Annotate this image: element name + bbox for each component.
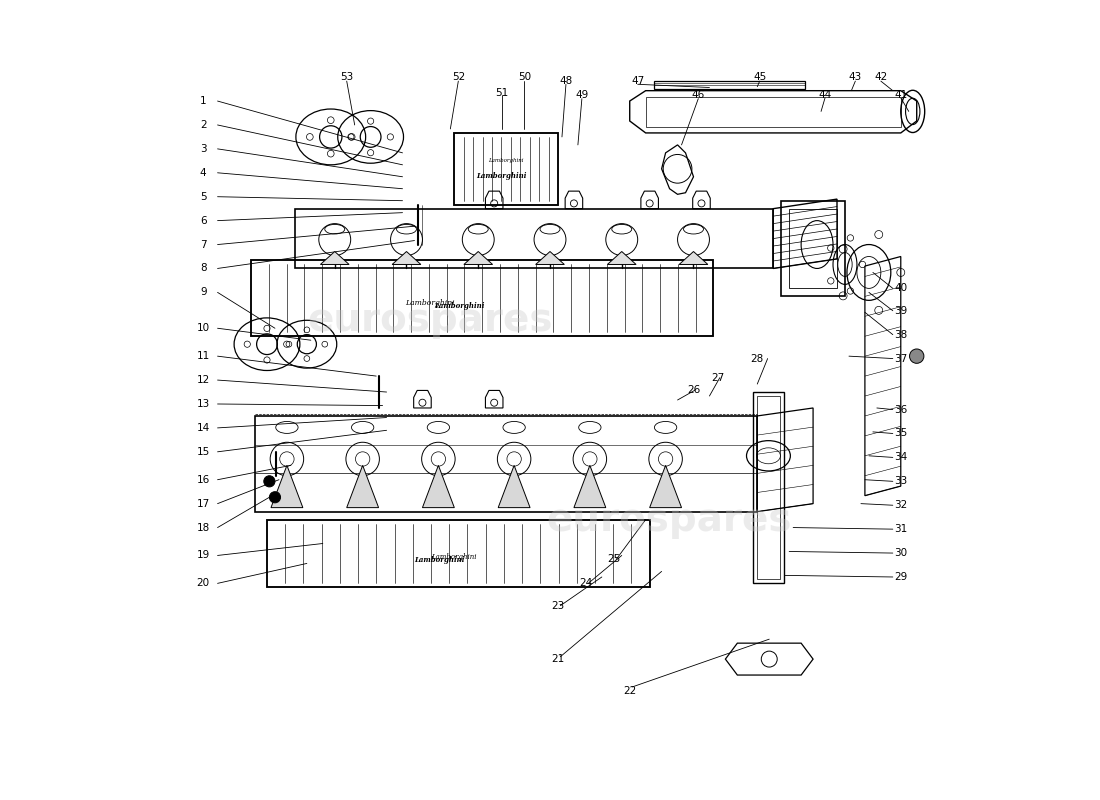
Polygon shape	[607, 251, 636, 265]
Text: Lamborghini: Lamborghini	[433, 302, 484, 310]
Text: 22: 22	[623, 686, 636, 696]
Text: 2: 2	[200, 120, 207, 130]
Polygon shape	[464, 251, 493, 265]
Text: 29: 29	[894, 572, 908, 582]
Text: 16: 16	[197, 474, 210, 485]
Text: 36: 36	[894, 405, 908, 414]
Text: 12: 12	[197, 375, 210, 385]
Circle shape	[264, 476, 275, 487]
Text: eurospares: eurospares	[308, 302, 553, 339]
Text: eurospares: eurospares	[547, 501, 792, 538]
Text: 19: 19	[197, 550, 210, 561]
Circle shape	[270, 492, 280, 503]
Text: 18: 18	[197, 522, 210, 533]
Text: Lamborghini: Lamborghini	[406, 298, 455, 306]
Text: 47: 47	[631, 76, 645, 86]
Text: 3: 3	[200, 144, 207, 154]
Polygon shape	[422, 466, 454, 508]
Polygon shape	[392, 251, 421, 265]
Text: 1: 1	[200, 96, 207, 106]
Text: 43: 43	[849, 72, 862, 82]
Text: 35: 35	[894, 429, 908, 438]
Text: 37: 37	[894, 354, 908, 363]
Bar	[789, 209, 837, 288]
Text: 48: 48	[559, 76, 573, 86]
Text: 49: 49	[575, 90, 589, 101]
Bar	[757, 396, 780, 579]
Text: 10: 10	[197, 323, 210, 334]
Text: 13: 13	[197, 399, 210, 409]
Text: 30: 30	[894, 548, 908, 558]
Text: 24: 24	[580, 578, 593, 588]
Text: 8: 8	[200, 263, 207, 274]
Text: 26: 26	[686, 385, 700, 394]
Text: 40: 40	[894, 283, 908, 294]
Polygon shape	[498, 466, 530, 508]
Text: 42: 42	[874, 72, 888, 82]
Polygon shape	[650, 466, 682, 508]
Text: 50: 50	[518, 72, 531, 82]
Text: 32: 32	[894, 500, 908, 510]
Text: 41: 41	[894, 90, 908, 100]
Text: Lamborghini: Lamborghini	[476, 172, 526, 180]
Text: 53: 53	[340, 72, 353, 82]
Text: 33: 33	[894, 476, 908, 486]
Text: 23: 23	[551, 601, 564, 610]
Text: 27: 27	[711, 373, 724, 382]
Text: Lamborghini: Lamborghini	[488, 158, 524, 163]
Text: 14: 14	[197, 423, 210, 433]
Text: 52: 52	[452, 72, 465, 82]
Polygon shape	[574, 466, 606, 508]
Text: 11: 11	[197, 351, 210, 361]
Text: 44: 44	[818, 90, 832, 100]
Text: 4: 4	[200, 168, 207, 178]
Text: 38: 38	[894, 330, 908, 340]
Text: 7: 7	[200, 239, 207, 250]
Polygon shape	[320, 251, 349, 265]
Text: 20: 20	[197, 578, 210, 588]
Text: 39: 39	[894, 306, 908, 316]
Circle shape	[910, 349, 924, 363]
Text: 15: 15	[197, 447, 210, 457]
Text: 17: 17	[197, 498, 210, 509]
Text: 34: 34	[894, 452, 908, 462]
Text: 31: 31	[894, 524, 908, 534]
Text: 9: 9	[200, 287, 207, 298]
Text: 21: 21	[551, 654, 564, 664]
Polygon shape	[271, 466, 303, 508]
Bar	[754, 392, 783, 583]
Polygon shape	[536, 251, 564, 265]
Text: Lamborghini: Lamborghini	[431, 553, 477, 561]
Text: 51: 51	[495, 88, 509, 98]
Text: 25: 25	[607, 554, 620, 565]
Text: 5: 5	[200, 192, 207, 202]
Text: 46: 46	[692, 90, 705, 101]
Text: 28: 28	[750, 354, 763, 363]
Polygon shape	[679, 251, 708, 265]
Polygon shape	[346, 466, 378, 508]
Text: Lamborghini: Lamborghini	[414, 556, 464, 564]
Text: 45: 45	[754, 72, 767, 82]
Bar	[781, 201, 845, 296]
Text: 6: 6	[200, 216, 207, 226]
